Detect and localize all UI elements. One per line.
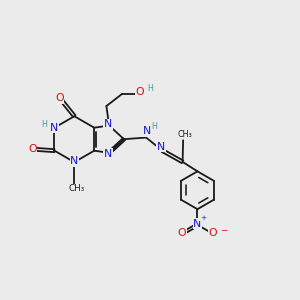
Text: O: O bbox=[55, 93, 64, 103]
Text: N: N bbox=[157, 142, 165, 152]
Text: N: N bbox=[50, 123, 59, 133]
Text: −: − bbox=[220, 225, 227, 234]
Text: H: H bbox=[41, 120, 47, 129]
Text: H: H bbox=[151, 122, 157, 131]
Text: O: O bbox=[209, 228, 218, 238]
Text: CH₃: CH₃ bbox=[177, 130, 192, 139]
Text: O: O bbox=[178, 228, 186, 238]
Text: N: N bbox=[104, 149, 112, 159]
Text: H: H bbox=[148, 84, 153, 93]
Text: +: + bbox=[200, 215, 206, 221]
Text: O: O bbox=[136, 87, 145, 97]
Text: O: O bbox=[28, 144, 37, 154]
Text: N: N bbox=[193, 219, 202, 229]
Text: CH₃: CH₃ bbox=[69, 184, 85, 193]
Text: N: N bbox=[104, 119, 112, 130]
Text: N: N bbox=[143, 126, 151, 136]
Text: N: N bbox=[70, 156, 79, 166]
